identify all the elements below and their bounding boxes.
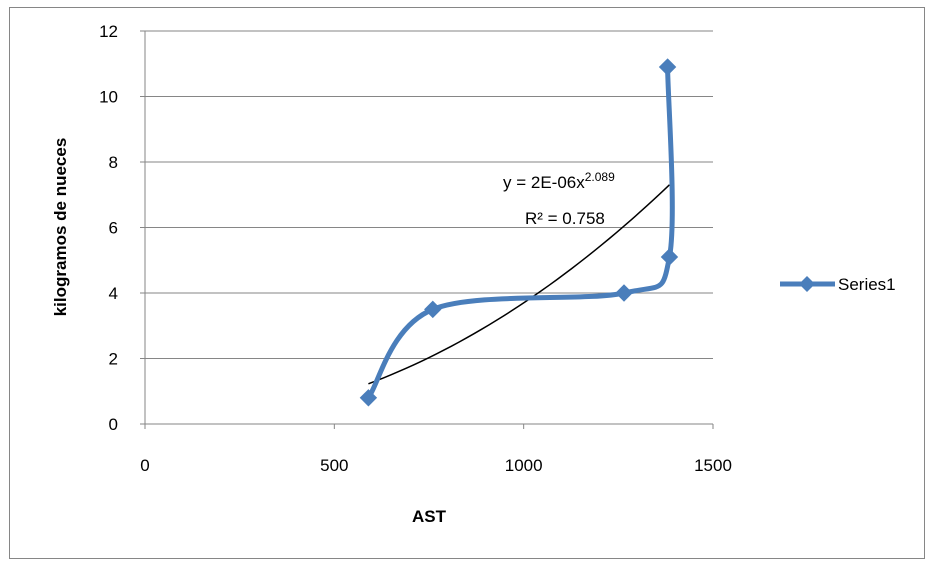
y-tick-label-6: 6 — [109, 219, 118, 238]
x-axis-title: AST — [412, 507, 447, 526]
y-tick-label-2: 2 — [109, 350, 118, 369]
data-point-4 — [658, 58, 677, 76]
series-markers — [359, 58, 679, 407]
y-axis-title: kilogramos de nueces — [51, 138, 70, 317]
data-point-2 — [615, 284, 633, 302]
series-line — [365, 64, 675, 401]
legend-marker — [799, 276, 815, 292]
y-tick-label-12: 12 — [99, 22, 118, 41]
x-tick-label-1500: 1500 — [694, 456, 732, 475]
x-tick-label-0: 0 — [140, 456, 149, 475]
trendline-r2: R² = 0.758 — [525, 209, 605, 228]
trendline — [368, 184, 670, 385]
y-tick-label-4: 4 — [109, 284, 118, 303]
data-point-0 — [359, 389, 378, 407]
x-tick-labels: 0 500 1000 1500 — [140, 456, 732, 475]
x-tick-label-1000: 1000 — [505, 456, 543, 475]
data-point-3 — [660, 248, 679, 266]
data-point-1 — [424, 300, 442, 319]
trendline-equation: y = 2E-06x2.089 — [503, 170, 615, 192]
y-tick-label-0: 0 — [109, 415, 118, 434]
chart-frame — [9, 7, 925, 559]
y-tick-label-8: 8 — [109, 153, 118, 172]
legend-label: Series1 — [838, 275, 896, 294]
trendline-equation-exponent: 2.089 — [585, 170, 615, 184]
axes — [140, 30, 714, 429]
legend: Series1 — [780, 275, 896, 294]
y-tick-label-10: 10 — [99, 88, 118, 107]
y-tick-labels: 0 2 4 6 8 10 12 — [99, 22, 118, 434]
trendline-equation-base: y = 2E-06x — [503, 173, 585, 192]
x-tick-label-500: 500 — [320, 456, 348, 475]
